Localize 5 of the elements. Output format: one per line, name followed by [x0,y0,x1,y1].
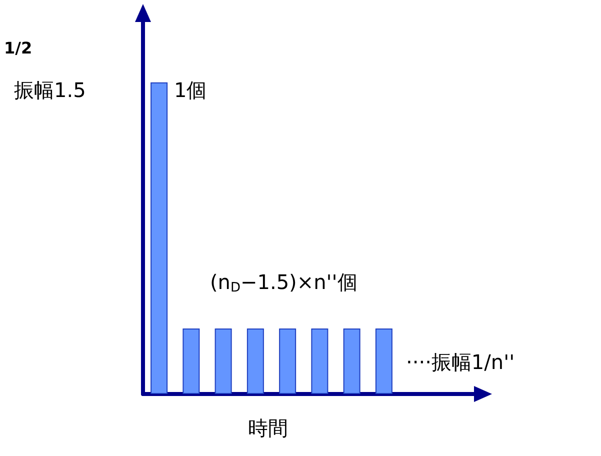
text: ····振幅1/n'' [406,350,515,374]
text: 振幅1.5 [14,78,86,102]
x-axis-title: 時間 [248,416,288,440]
annotation: 1個 [174,78,207,102]
text: 1/2 [4,38,32,58]
